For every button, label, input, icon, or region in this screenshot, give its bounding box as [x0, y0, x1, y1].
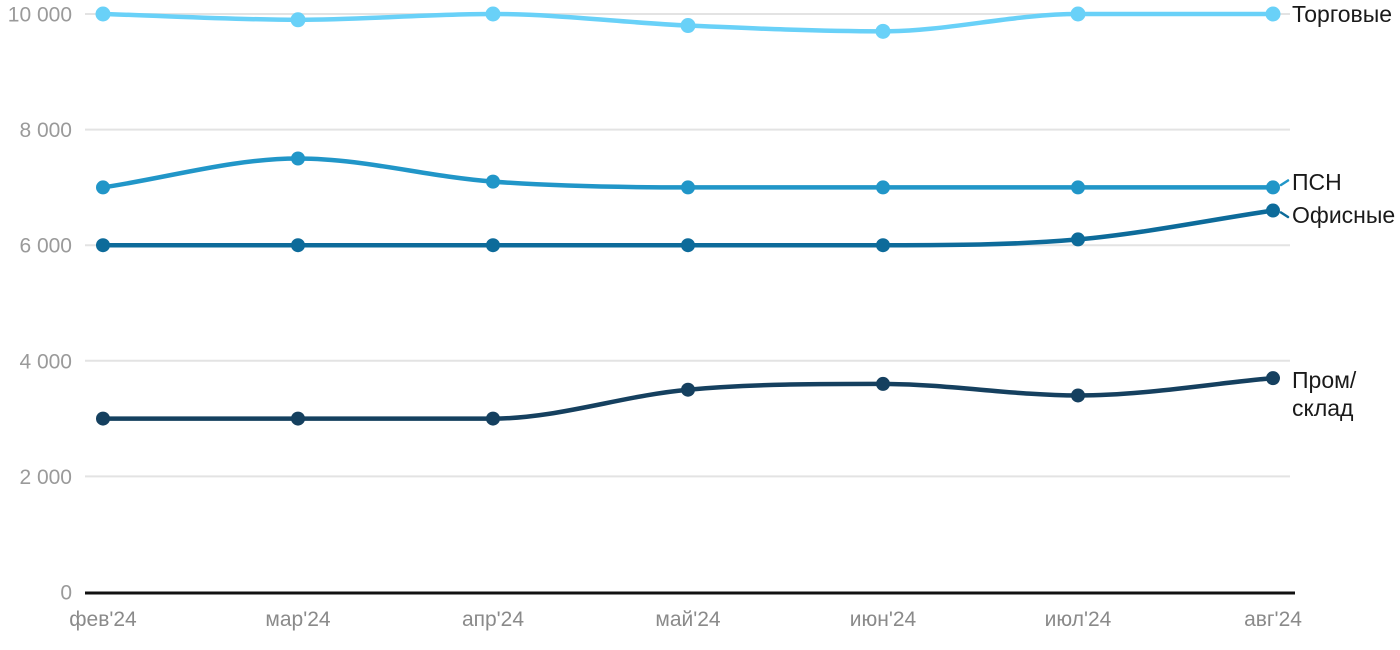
data-point-psn-фев'24[interactable]	[96, 180, 110, 195]
series-label-torgovye: Торговые	[1292, 1, 1392, 27]
data-point-psn-мар'24[interactable]	[291, 151, 305, 166]
data-point-torgovye-апр'24[interactable]	[485, 6, 501, 22]
data-point-ofisnye-мар'24[interactable]	[291, 238, 305, 253]
series-group	[95, 6, 1281, 426]
data-point-ofisnye-фев'24[interactable]	[96, 238, 110, 253]
data-point-ofisnye-июн'24[interactable]	[876, 238, 890, 253]
data-point-psn-авг'24[interactable]	[1266, 180, 1280, 195]
x-tick-label-2: апр'24	[462, 608, 524, 631]
leader-tick-psn	[1279, 179, 1290, 187]
data-point-prom-sklad-фев'24[interactable]	[96, 411, 110, 426]
series-label-prom-sklad-line1: Пром/	[1292, 367, 1357, 393]
y-tick-label-10000: 10 000	[8, 4, 72, 27]
data-point-prom-sklad-июн'24[interactable]	[876, 376, 890, 391]
data-point-torgovye-мар'24[interactable]	[290, 12, 306, 28]
x-tick-label-6: авг'24	[1244, 608, 1302, 631]
series-label-ofisnye: Офисные	[1292, 202, 1395, 228]
data-point-prom-sklad-май'24[interactable]	[681, 382, 695, 397]
data-point-ofisnye-май'24[interactable]	[681, 238, 695, 253]
data-point-psn-апр'24[interactable]	[486, 174, 500, 189]
y-tick-label-0: 0	[60, 582, 72, 605]
data-point-psn-июн'24[interactable]	[876, 180, 890, 195]
y-tick-label-8000: 8 000	[19, 119, 72, 142]
data-point-ofisnye-июл'24[interactable]	[1071, 232, 1085, 247]
data-point-torgovye-авг'24[interactable]	[1265, 6, 1281, 22]
data-point-ofisnye-апр'24[interactable]	[486, 238, 500, 253]
x-axis-group: фев'24 мар'24 апр'24 май'24 июн'24 июл'24 авг'…	[69, 591, 1302, 631]
x-tick-label-3: май'24	[655, 608, 721, 631]
y-tick-label-2000: 2 000	[19, 466, 72, 489]
data-point-psn-июл'24[interactable]	[1071, 180, 1085, 195]
data-point-psn-май'24[interactable]	[681, 180, 695, 195]
x-tick-label-4: июн'24	[850, 608, 917, 631]
y-tick-label-6000: 6 000	[19, 235, 72, 258]
data-point-prom-sklad-июл'24[interactable]	[1071, 388, 1085, 403]
x-tick-label-5: июл'24	[1045, 608, 1112, 631]
series-label-psn: ПСН	[1292, 169, 1342, 195]
leader-tick-ofisnye	[1279, 211, 1290, 219]
data-point-torgovye-май'24[interactable]	[680, 18, 696, 34]
data-point-ofisnye-авг'24[interactable]	[1266, 203, 1280, 218]
data-point-torgovye-фев'24[interactable]	[95, 6, 111, 22]
data-point-prom-sklad-апр'24[interactable]	[486, 411, 500, 426]
data-point-torgovye-июн'24[interactable]	[875, 23, 891, 39]
x-tick-label-0: фев'24	[69, 608, 137, 631]
data-point-prom-sklad-мар'24[interactable]	[291, 411, 305, 426]
series-labels-group: Торговые ПСН Офисные Пром/склад	[1279, 1, 1395, 421]
series-label-prom-sklad-line2: склад	[1292, 395, 1354, 421]
data-point-prom-sklad-авг'24[interactable]	[1266, 371, 1280, 386]
data-point-torgovye-июл'24[interactable]	[1070, 6, 1086, 22]
y-tick-label-4000: 4 000	[19, 350, 72, 373]
x-tick-label-1: мар'24	[265, 608, 330, 631]
y-axis-group: 0 2 000 4 000 6 000 8 000 10 000	[8, 4, 72, 605]
